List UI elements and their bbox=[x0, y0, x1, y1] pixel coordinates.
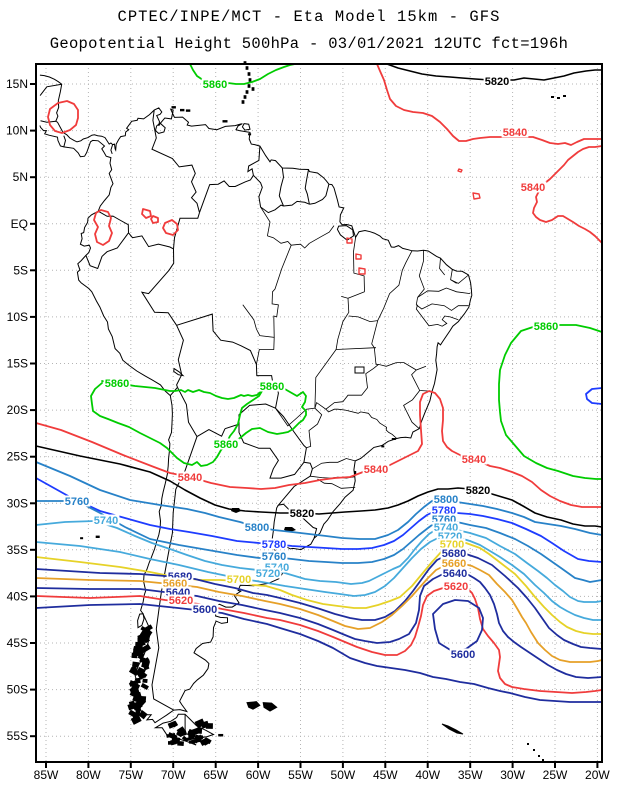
svg-text:15S: 15S bbox=[7, 357, 28, 371]
svg-text:5860: 5860 bbox=[214, 439, 238, 451]
svg-text:CPTEC/INPE/MCT - Eta Model 15: CPTEC/INPE/MCT - Eta Model 15km - GFS bbox=[117, 8, 500, 26]
svg-text:45W: 45W bbox=[373, 768, 398, 782]
svg-text:65W: 65W bbox=[203, 768, 228, 782]
svg-text:35W: 35W bbox=[458, 768, 483, 782]
svg-text:5720: 5720 bbox=[256, 568, 280, 580]
svg-text:5600: 5600 bbox=[451, 649, 475, 661]
svg-text:5840: 5840 bbox=[178, 472, 202, 484]
svg-text:5760: 5760 bbox=[262, 551, 286, 563]
svg-text:5680: 5680 bbox=[442, 548, 466, 560]
svg-text:75W: 75W bbox=[118, 768, 143, 782]
svg-text:30S: 30S bbox=[7, 496, 28, 510]
svg-text:5820: 5820 bbox=[485, 76, 509, 88]
svg-text:5760: 5760 bbox=[65, 496, 89, 508]
svg-text:5860: 5860 bbox=[203, 79, 227, 91]
svg-text:80W: 80W bbox=[76, 768, 101, 782]
svg-text:15N: 15N bbox=[6, 77, 28, 91]
svg-text:5780: 5780 bbox=[262, 539, 286, 551]
svg-text:5840: 5840 bbox=[462, 454, 486, 466]
svg-text:5640: 5640 bbox=[443, 568, 467, 580]
svg-text:35S: 35S bbox=[7, 543, 28, 557]
svg-text:10N: 10N bbox=[6, 124, 28, 138]
svg-text:5S: 5S bbox=[13, 263, 28, 277]
svg-text:5600: 5600 bbox=[193, 604, 217, 616]
svg-text:20W: 20W bbox=[585, 768, 610, 782]
svg-text:5840: 5840 bbox=[364, 464, 388, 476]
svg-text:55S: 55S bbox=[7, 729, 28, 743]
svg-text:85W: 85W bbox=[34, 768, 59, 782]
svg-text:5820: 5820 bbox=[290, 508, 314, 520]
svg-text:20S: 20S bbox=[7, 403, 28, 417]
svg-text:10S: 10S bbox=[7, 310, 28, 324]
svg-text:5860: 5860 bbox=[260, 381, 284, 393]
svg-text:5840: 5840 bbox=[521, 182, 545, 194]
svg-text:30W: 30W bbox=[500, 768, 525, 782]
svg-text:EQ: EQ bbox=[11, 217, 28, 231]
svg-text:50S: 50S bbox=[7, 683, 28, 697]
svg-text:5700: 5700 bbox=[227, 574, 251, 586]
svg-text:5860: 5860 bbox=[534, 321, 558, 333]
svg-text:55W: 55W bbox=[288, 768, 313, 782]
svg-text:40S: 40S bbox=[7, 589, 28, 603]
svg-text:60W: 60W bbox=[246, 768, 271, 782]
svg-text:5660: 5660 bbox=[442, 558, 466, 570]
svg-text:45S: 45S bbox=[7, 636, 28, 650]
svg-text:5800: 5800 bbox=[245, 522, 269, 534]
svg-text:5740: 5740 bbox=[94, 515, 118, 527]
svg-text:5860: 5860 bbox=[105, 378, 129, 390]
svg-text:Geopotential Height 500hPa - 0: Geopotential Height 500hPa - 03/01/2021 … bbox=[50, 35, 568, 53]
svg-text:25W: 25W bbox=[543, 768, 568, 782]
svg-text:5840: 5840 bbox=[503, 127, 527, 139]
svg-text:40W: 40W bbox=[415, 768, 440, 782]
svg-text:70W: 70W bbox=[161, 768, 186, 782]
svg-text:5820: 5820 bbox=[466, 485, 490, 497]
svg-text:25S: 25S bbox=[7, 450, 28, 464]
svg-text:5620: 5620 bbox=[169, 595, 193, 607]
svg-text:5800: 5800 bbox=[434, 494, 458, 506]
svg-text:50W: 50W bbox=[331, 768, 356, 782]
svg-text:5N: 5N bbox=[13, 170, 28, 184]
svg-text:5620: 5620 bbox=[444, 581, 468, 593]
